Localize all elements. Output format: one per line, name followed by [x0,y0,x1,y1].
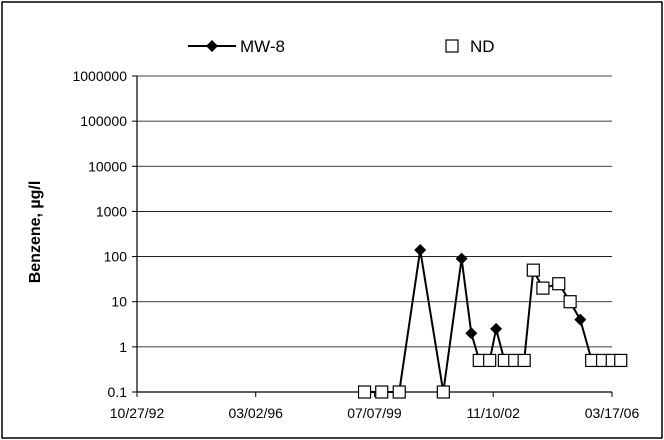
series-mw-8-point [574,313,587,326]
series-nd-point [536,281,550,295]
legend-mw8-marker [206,40,218,52]
y-tick-labels: 0.1 1 10 100 1000 10000 100000 1000000 [72,68,127,400]
legend-nd-marker [445,39,459,53]
x-tick-label: 10/27/92 [110,405,165,421]
legend-mw8-label: MW-8 [240,37,285,56]
series [357,243,628,399]
y-tick-label: 10000 [88,158,127,174]
series-nd-point [392,385,406,399]
series-nd-point [526,263,540,277]
x-tick-labels: 10/27/92 03/02/96 07/07/99 11/10/02 03/17/06 [110,405,640,421]
x-tick-label: 07/07/99 [347,405,402,421]
series-mw-8-point [490,322,503,335]
y-tick-label: 1 [119,339,127,355]
series-nd-point [375,385,389,399]
series-nd-point [614,353,628,368]
series-mw-8-point [455,252,468,265]
series-mw-8-point [465,327,478,340]
series-nd-point [483,353,497,368]
y-tick-label: 10 [111,294,127,310]
series-nd-point [517,353,531,368]
series-nd-point [436,385,450,399]
x-tick-label: 11/10/02 [466,405,520,421]
y-tick-label: 1000 [96,203,127,219]
legend: MW-8 ND [188,37,495,56]
y-tick-label: 100000 [80,113,127,129]
y-axis-title: Benzene, µg/l [27,181,44,284]
y-tick-label: 100 [104,249,128,265]
series-nd-point [585,353,599,368]
series-mw-8-point [414,243,427,256]
series-nd-point [357,385,372,399]
y-tick-label: 1000000 [72,68,127,84]
series-nd-point [563,295,577,309]
x-tick-label: 03/17/06 [585,405,640,421]
y-tick-label: 0.1 [108,384,128,400]
legend-nd-label: ND [470,37,495,56]
x-tick-label: 03/02/96 [228,405,283,421]
series-nd-point [552,277,566,291]
